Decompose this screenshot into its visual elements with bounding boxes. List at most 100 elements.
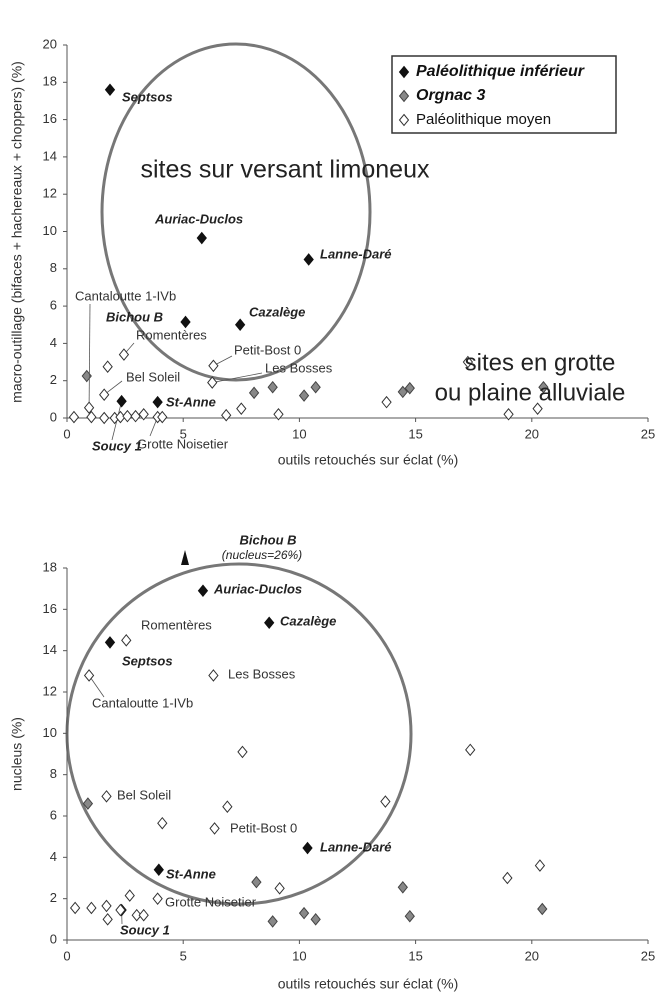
x-tick-label: 25 (641, 948, 655, 963)
point (82, 797, 94, 810)
point (462, 355, 474, 369)
point-label: Auriac-Duclos (154, 211, 243, 226)
point (298, 389, 310, 402)
y-tick-label: 4 (50, 335, 57, 350)
point (397, 881, 408, 894)
x-tick-label: 0 (63, 426, 70, 441)
point (130, 409, 141, 423)
y-tick-label: 6 (50, 807, 57, 822)
y-tick-label: 4 (50, 849, 57, 864)
point-label: Petit-Bost 0 (230, 820, 297, 835)
y-tick-label: 8 (50, 260, 57, 275)
point (138, 908, 149, 922)
legend-box (391, 55, 617, 134)
point (303, 253, 314, 266)
point (380, 795, 391, 808)
point (404, 909, 415, 923)
y-tick-label: 12 (43, 683, 57, 698)
annotation: sites en grotte (465, 349, 616, 376)
point (404, 381, 415, 395)
annotation: (nucleus=26%) (222, 548, 302, 562)
y-tick-label: 16 (43, 111, 57, 126)
point (102, 360, 113, 374)
x-tick-label: 15 (408, 426, 422, 441)
point (115, 903, 126, 917)
x-tick-label: 20 (525, 426, 539, 441)
point (267, 915, 278, 928)
point (118, 348, 130, 361)
point (221, 408, 232, 422)
legend-marker (398, 113, 410, 127)
point (207, 376, 218, 389)
off-scale-arrow (181, 550, 189, 565)
point (302, 841, 313, 855)
point-label: Soucy 1 (120, 922, 170, 937)
y-tick-label: 14 (43, 148, 57, 163)
point-label: Bel Soleil (126, 369, 180, 384)
point (465, 743, 476, 757)
callout-line (88, 303, 91, 408)
y-tick-label: 10 (43, 223, 57, 238)
point (124, 889, 135, 902)
point (104, 636, 116, 649)
point (152, 395, 163, 409)
point (83, 401, 95, 415)
point (116, 394, 127, 408)
x-tick-label: 5 (180, 426, 187, 441)
y-tick-label: 20 (43, 36, 57, 51)
point (99, 411, 110, 425)
point (81, 369, 92, 383)
x-tick-label: 5 (180, 948, 187, 963)
point (538, 380, 549, 394)
point (180, 315, 191, 329)
point (248, 386, 260, 400)
point-label: Bichou B (106, 309, 163, 324)
point (157, 410, 168, 424)
legend-label: Paléolithique inférieur (416, 63, 585, 80)
point (68, 410, 80, 424)
y-tick-label: 0 (50, 931, 57, 946)
point-label: Septsos (122, 89, 173, 104)
point (83, 669, 95, 682)
point (209, 822, 220, 835)
point-label: Cantaloutte 1-IVb (75, 288, 176, 303)
point-label: Les Bosses (228, 666, 296, 681)
point (99, 388, 110, 401)
y-tick-label: 2 (50, 890, 57, 905)
point (310, 380, 321, 394)
point (69, 901, 81, 915)
legend-label: Paléolithique moyen (416, 111, 551, 128)
point-label: Cazalège (249, 304, 305, 319)
point (222, 800, 233, 813)
x-tick-label: 0 (63, 948, 70, 963)
point-label: Lanne-Daré (320, 839, 392, 854)
y-tick-label: 8 (50, 766, 57, 781)
point (532, 402, 543, 415)
legend-marker (398, 65, 410, 79)
point (237, 745, 248, 759)
legend-marker (398, 89, 410, 103)
point (234, 318, 246, 332)
zone-circle (100, 42, 372, 382)
point (273, 407, 284, 421)
point (274, 882, 285, 895)
point-label: Romentères (136, 327, 207, 342)
point (102, 913, 113, 926)
point-label: Grotte Noisetier (137, 436, 229, 451)
callout-line (88, 675, 105, 698)
point (101, 899, 112, 913)
point (502, 871, 513, 885)
y-tick-label: 16 (43, 601, 57, 616)
legend-label: Orgnac 3 (416, 87, 485, 104)
point (86, 901, 97, 915)
point (503, 407, 514, 421)
annotation: Bichou B (239, 532, 296, 547)
point (251, 875, 262, 889)
y-tick-label: 2 (50, 372, 57, 387)
point (381, 395, 392, 409)
point-label: Cantaloutte 1-IVb (92, 695, 193, 710)
point (152, 892, 163, 905)
point (208, 669, 219, 682)
y-tick-label: 14 (43, 642, 57, 657)
